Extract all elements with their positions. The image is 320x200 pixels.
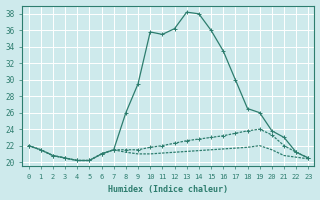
X-axis label: Humidex (Indice chaleur): Humidex (Indice chaleur) bbox=[108, 185, 228, 194]
